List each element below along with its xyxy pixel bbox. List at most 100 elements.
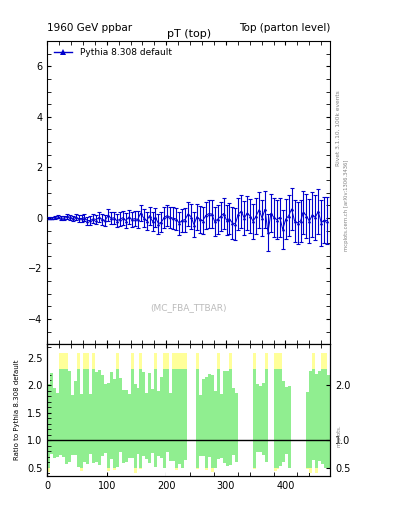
Bar — [256, 453, 259, 476]
Bar — [95, 353, 98, 462]
Bar — [74, 455, 77, 476]
Bar — [113, 353, 116, 470]
Bar — [312, 460, 315, 476]
Bar — [130, 353, 134, 458]
Bar — [116, 353, 119, 369]
Bar — [140, 353, 143, 369]
Bar — [226, 466, 229, 476]
Bar — [62, 457, 65, 476]
Bar — [77, 353, 80, 466]
Bar — [47, 468, 50, 472]
Bar — [104, 353, 107, 453]
Bar — [166, 353, 169, 453]
Bar — [279, 466, 283, 476]
Bar — [178, 353, 181, 369]
Bar — [220, 353, 223, 394]
Text: Top (parton level): Top (parton level) — [239, 23, 330, 33]
Bar — [62, 353, 65, 369]
Bar — [65, 464, 68, 476]
Bar — [181, 353, 184, 369]
Bar — [235, 353, 238, 393]
Bar — [327, 353, 330, 375]
Bar — [59, 353, 62, 455]
Bar — [50, 454, 53, 476]
Bar — [288, 353, 291, 467]
Text: 1960 GeV ppbar: 1960 GeV ppbar — [47, 23, 132, 33]
Bar — [196, 353, 199, 369]
Bar — [116, 466, 119, 476]
Bar — [134, 353, 136, 473]
Bar — [125, 353, 128, 461]
Text: mcplots.: mcplots. — [336, 424, 341, 446]
Bar — [169, 461, 172, 476]
Bar — [86, 353, 89, 463]
Bar — [83, 462, 86, 476]
Bar — [110, 459, 113, 476]
Bar — [119, 452, 121, 476]
Bar — [47, 353, 50, 472]
Bar — [306, 468, 309, 470]
Bar — [264, 353, 268, 369]
Bar — [83, 353, 86, 462]
Bar — [143, 353, 145, 372]
Bar — [134, 468, 136, 473]
Bar — [166, 453, 169, 476]
Bar — [175, 353, 178, 470]
Bar — [283, 353, 285, 462]
Bar — [229, 353, 232, 369]
Bar — [151, 353, 154, 453]
Bar — [202, 353, 205, 456]
Bar — [223, 463, 226, 476]
Bar — [232, 455, 235, 476]
Bar — [178, 464, 181, 476]
Bar — [211, 468, 214, 472]
Bar — [143, 456, 145, 476]
Bar — [285, 353, 288, 454]
Bar — [318, 353, 321, 460]
Bar — [253, 468, 256, 469]
Bar — [172, 353, 175, 369]
Bar — [125, 353, 128, 390]
Bar — [217, 459, 220, 476]
Bar — [68, 353, 71, 462]
Bar — [315, 353, 318, 473]
Bar — [71, 455, 74, 476]
Bar — [163, 353, 166, 369]
Bar — [283, 353, 285, 381]
Bar — [154, 467, 157, 476]
Bar — [92, 353, 95, 369]
Bar — [107, 468, 110, 471]
Bar — [264, 353, 268, 462]
Bar — [68, 353, 71, 371]
Bar — [223, 353, 226, 371]
Bar — [104, 353, 107, 384]
Bar — [80, 353, 83, 394]
Bar — [169, 353, 172, 461]
Bar — [253, 353, 256, 369]
Bar — [65, 353, 68, 464]
Bar — [229, 465, 232, 476]
Bar — [145, 459, 149, 476]
Bar — [119, 353, 121, 378]
Bar — [277, 353, 279, 469]
Bar — [53, 353, 56, 458]
Bar — [140, 353, 143, 470]
Bar — [89, 353, 92, 394]
Bar — [262, 455, 264, 476]
Bar — [113, 353, 116, 379]
Bar — [229, 353, 232, 465]
Bar — [53, 458, 56, 476]
Bar — [309, 353, 312, 473]
Bar — [324, 353, 327, 468]
Bar — [321, 353, 324, 464]
Bar — [77, 466, 80, 476]
Bar — [71, 353, 74, 455]
Bar — [163, 353, 166, 468]
Bar — [98, 465, 101, 476]
Bar — [285, 454, 288, 476]
Bar — [128, 458, 130, 476]
Bar — [321, 353, 324, 369]
Bar — [321, 464, 324, 476]
Bar — [101, 353, 104, 375]
Bar — [205, 353, 208, 377]
